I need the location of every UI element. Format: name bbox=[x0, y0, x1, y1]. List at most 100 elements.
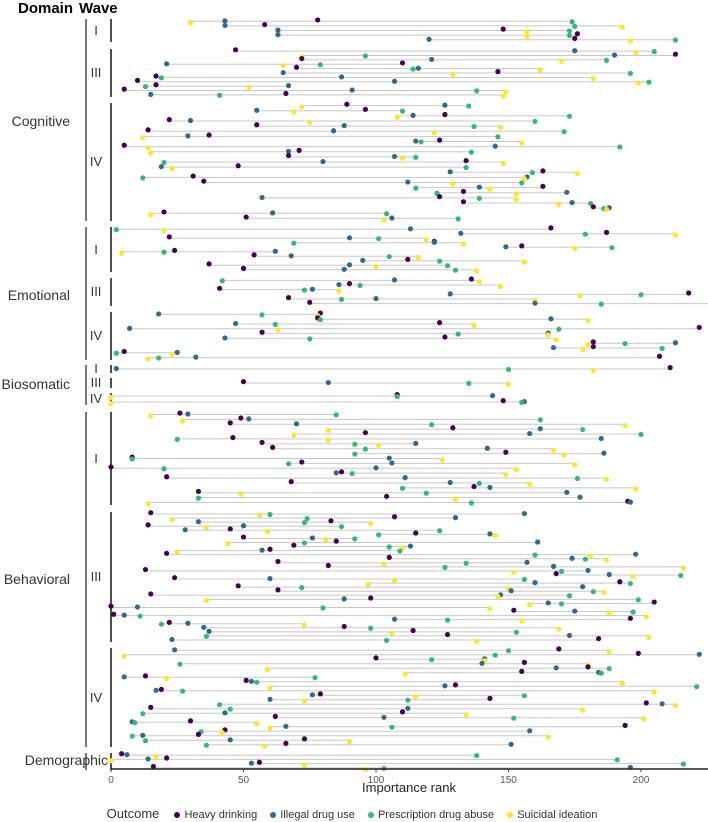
data-point bbox=[217, 702, 223, 708]
data-point bbox=[272, 248, 278, 254]
data-point bbox=[301, 520, 308, 526]
data-point bbox=[341, 266, 347, 272]
x-tick-label: 200 bbox=[633, 775, 650, 786]
data-point bbox=[596, 636, 602, 642]
data-point bbox=[503, 471, 509, 478]
data-point bbox=[238, 491, 244, 497]
data-point bbox=[161, 209, 167, 215]
data-point bbox=[137, 613, 143, 619]
data-point bbox=[619, 24, 626, 30]
data-point bbox=[142, 566, 149, 573]
data-point bbox=[148, 413, 154, 419]
data-point bbox=[413, 138, 419, 144]
data-point bbox=[389, 724, 395, 730]
data-point bbox=[646, 79, 652, 85]
data-point bbox=[301, 736, 308, 742]
data-point bbox=[569, 19, 575, 25]
data-point bbox=[341, 623, 347, 630]
data-point bbox=[331, 128, 337, 134]
domain-label: Emotional bbox=[7, 287, 70, 303]
data-point bbox=[585, 664, 591, 670]
data-point bbox=[524, 33, 530, 40]
data-point bbox=[466, 103, 472, 109]
data-point bbox=[376, 532, 382, 538]
data-point bbox=[225, 541, 231, 547]
data-point bbox=[564, 189, 570, 195]
data-point bbox=[558, 568, 565, 574]
data-point bbox=[460, 188, 467, 195]
data-point bbox=[627, 615, 634, 621]
data-point bbox=[227, 706, 233, 712]
legend-item-illegal-drug-use: Illegal drug use bbox=[280, 809, 355, 821]
data-point bbox=[431, 239, 437, 245]
data-point bbox=[643, 700, 649, 706]
data-point bbox=[680, 565, 687, 571]
data-point bbox=[158, 75, 164, 81]
data-point bbox=[185, 620, 191, 626]
data-point bbox=[574, 31, 581, 37]
data-point bbox=[651, 689, 657, 695]
data-point bbox=[622, 722, 628, 729]
data-point bbox=[195, 495, 202, 501]
data-point bbox=[553, 571, 559, 577]
data-point bbox=[426, 36, 432, 42]
data-point bbox=[405, 256, 411, 262]
data-point bbox=[309, 535, 315, 541]
data-point bbox=[471, 483, 477, 490]
data-point bbox=[307, 336, 313, 342]
data-point bbox=[452, 515, 459, 521]
data-point bbox=[643, 614, 649, 620]
data-point bbox=[513, 467, 520, 473]
data-point bbox=[391, 616, 398, 622]
data-point bbox=[285, 83, 292, 89]
data-point bbox=[381, 217, 387, 223]
data-point bbox=[572, 48, 578, 54]
data-point bbox=[113, 365, 119, 372]
data-point bbox=[468, 149, 474, 155]
data-point bbox=[545, 332, 551, 338]
data-point bbox=[415, 255, 421, 261]
data-point bbox=[185, 133, 191, 139]
data-point bbox=[391, 277, 398, 283]
data-point bbox=[423, 237, 429, 243]
data-point bbox=[521, 259, 528, 265]
data-point bbox=[275, 27, 281, 33]
data-point bbox=[291, 109, 297, 115]
data-point bbox=[614, 757, 620, 763]
data-point bbox=[437, 193, 443, 200]
data-point bbox=[630, 573, 636, 579]
data-point bbox=[317, 62, 323, 68]
data-point bbox=[635, 650, 641, 657]
data-point bbox=[437, 528, 443, 534]
legend-item-heavy-drinking: Heavy drinking bbox=[184, 809, 258, 821]
data-point bbox=[142, 673, 149, 679]
data-point bbox=[121, 674, 127, 680]
data-point bbox=[513, 629, 520, 635]
data-point bbox=[553, 665, 559, 671]
data-point bbox=[601, 589, 607, 596]
prescription-drug-abuse-marker-icon bbox=[367, 811, 374, 818]
data-point bbox=[590, 344, 596, 350]
data-point bbox=[405, 705, 411, 711]
data-point bbox=[442, 564, 448, 570]
data-point bbox=[169, 636, 175, 643]
data-point bbox=[590, 339, 596, 345]
data-point bbox=[521, 693, 528, 699]
data-point bbox=[362, 430, 368, 436]
data-point bbox=[153, 82, 159, 88]
data-point bbox=[148, 704, 154, 711]
data-point bbox=[696, 324, 702, 331]
data-point bbox=[572, 608, 578, 614]
data-point bbox=[386, 544, 392, 550]
data-point bbox=[545, 734, 551, 740]
data-point bbox=[391, 577, 398, 583]
data-point bbox=[455, 331, 461, 337]
data-point bbox=[182, 527, 188, 533]
data-point bbox=[227, 737, 233, 743]
data-point bbox=[352, 441, 358, 447]
data-point bbox=[437, 258, 443, 264]
data-point bbox=[248, 678, 255, 684]
data-point bbox=[397, 548, 403, 554]
data-point bbox=[495, 594, 501, 600]
data-point bbox=[307, 119, 313, 125]
